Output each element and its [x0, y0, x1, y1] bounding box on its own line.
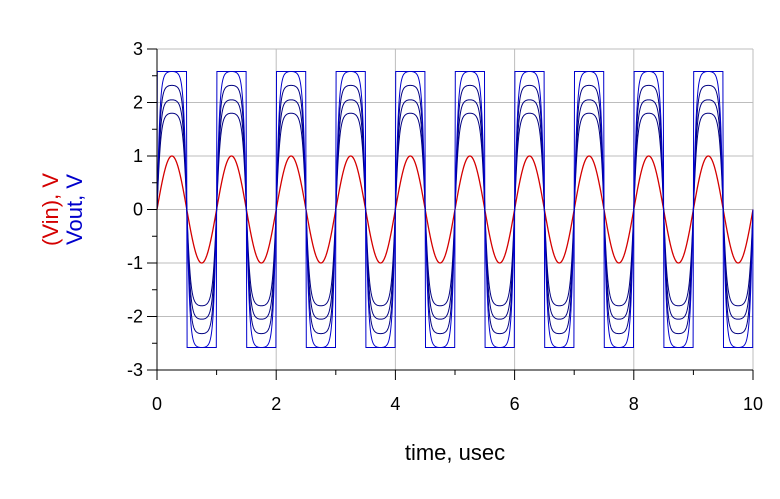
y-axis-label: (Vin), VVout, V [38, 173, 87, 246]
x-tick-label: 4 [390, 394, 400, 414]
x-axis-label: time, usec [405, 440, 505, 465]
y-tick-label: -2 [127, 307, 143, 327]
y-axis-label-part: (Vin), V [38, 173, 63, 246]
axes [147, 48, 754, 380]
y-axis-label-part: Vout, V [62, 174, 87, 245]
x-tick-label: 8 [629, 394, 639, 414]
x-tick-label: 10 [743, 394, 763, 414]
series-line-vout [156, 70, 754, 349]
y-tick-label: -1 [127, 253, 143, 273]
series-layer [156, 70, 754, 349]
x-tick-label: 2 [271, 394, 281, 414]
y-tick-label: 2 [133, 93, 143, 113]
y-tick-label: 0 [133, 200, 143, 220]
y-tick-label: -3 [127, 360, 143, 380]
x-tick-label: 0 [152, 394, 162, 414]
y-tick-label: 1 [133, 146, 143, 166]
y-tick-label: 3 [133, 39, 143, 59]
x-tick-label: 6 [510, 394, 520, 414]
